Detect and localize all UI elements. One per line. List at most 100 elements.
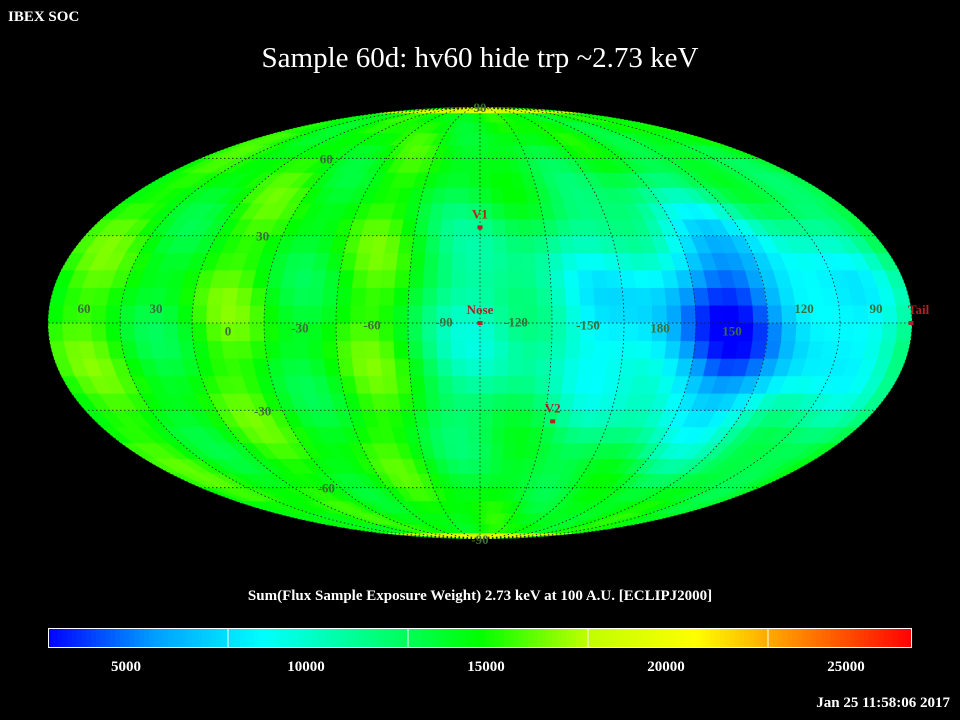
heatmap-cell (608, 304, 625, 324)
colorbar-segment (408, 628, 414, 648)
heatmap-cell (491, 426, 506, 444)
colorbar-segment (134, 628, 140, 648)
colorbar-segment (897, 628, 903, 648)
heatmap-cell (321, 340, 339, 359)
heatmap-cell (465, 322, 481, 342)
colorbar-frame (48, 628, 912, 648)
heatmap-cell (519, 392, 535, 411)
map-title: Sample 60d: hv60 hide trp ~2.73 keV (261, 42, 699, 74)
colorbar-segment (854, 628, 860, 648)
colorbar-segment (484, 628, 491, 648)
heatmap-cell (519, 235, 535, 253)
heatmap-cell (379, 340, 396, 359)
colorbar-segment (566, 628, 572, 648)
colorbar-segment (523, 628, 529, 648)
heatmap-cell (458, 158, 472, 173)
colorbar-segment (590, 628, 596, 648)
heatmap-cell (470, 144, 481, 159)
heatmap-cell (678, 287, 696, 306)
soc-label: IBEX SOC (8, 9, 80, 25)
colorbar-segment (369, 628, 375, 648)
heatmap-cell (397, 235, 415, 253)
colorbar-segment (830, 628, 836, 648)
colorbar-segment (571, 628, 577, 648)
heatmap-cell (429, 202, 445, 220)
heatmap-cell (694, 304, 711, 324)
heatmap-cell (364, 287, 381, 306)
colorbar-segment (902, 628, 908, 648)
heatmap-cell (250, 287, 268, 306)
latitude-label: 60 (320, 151, 333, 166)
heatmap-cell (852, 304, 870, 324)
heatmap-cell (323, 358, 341, 377)
heatmap-cell (579, 340, 596, 359)
colorbar-segment (398, 628, 404, 648)
heatmap-cell (490, 187, 505, 204)
colorbar-segment (441, 628, 447, 648)
heatmap-cell (351, 269, 369, 288)
heatmap-cell (454, 426, 469, 444)
heatmap-cell (522, 287, 538, 306)
heatmap-cell (479, 375, 495, 394)
colorbar-segment (307, 628, 313, 648)
latitude-label: -90 (471, 532, 488, 547)
heatmap-cell (536, 287, 553, 306)
colorbar-segment (604, 628, 611, 648)
colorbar-segment (201, 628, 207, 648)
colorbar-segment (758, 628, 764, 648)
colorbar-segment (796, 628, 803, 648)
heatmap-cell (635, 287, 653, 306)
longitude-line (479, 107, 553, 539)
heatmap-cell (680, 304, 697, 324)
heatmap-cell (411, 235, 428, 253)
heatmap-cell (378, 322, 395, 342)
colorbar-segment (700, 628, 707, 648)
colorbar-segment (643, 628, 649, 648)
colorbar-segment (729, 628, 735, 648)
heatmap-cell (723, 304, 740, 324)
heatmap-cell (561, 252, 579, 271)
colorbar-segment (676, 628, 683, 648)
heatmap-cell (350, 340, 367, 359)
heatmap-cell (306, 322, 323, 342)
colorbar-segment (470, 628, 476, 648)
colorbar-segment (384, 628, 390, 648)
heatmap-cell (422, 358, 439, 377)
colorbar-segment (667, 628, 673, 648)
marker-dot (477, 225, 483, 230)
heatmap-cell (395, 252, 413, 271)
heatmap-cell (437, 375, 454, 394)
heatmap-cell (534, 252, 551, 271)
heatmap-cell (468, 172, 481, 188)
heatmap-cell (593, 340, 610, 359)
heatmap-cell (451, 358, 467, 377)
heatmap-cell (381, 252, 399, 271)
colorbar-segment (580, 628, 587, 648)
heatmap-cell (564, 340, 581, 359)
colorbar-segment (744, 628, 750, 648)
heatmap-cell (706, 287, 725, 306)
heatmap-cell (867, 322, 884, 342)
heatmap-cell (547, 375, 565, 394)
heatmap-cell (380, 269, 397, 288)
longitude-label: 90 (870, 301, 883, 316)
colorbar-segment (537, 628, 543, 648)
heatmap-cell (607, 287, 624, 306)
heatmap-cell (450, 287, 467, 306)
heatmap-cell (350, 287, 367, 306)
heatmap-cell (623, 322, 639, 342)
colorbar-segment (576, 628, 582, 648)
heatmap-cell (466, 392, 481, 411)
colorbar-segment (374, 628, 380, 648)
colorbar-segment (388, 628, 395, 648)
colorbar-segment (460, 628, 467, 648)
colorbar-segment (364, 628, 371, 648)
heatmap-cell (479, 144, 490, 159)
heatmap-cell (678, 340, 696, 359)
colorbar-segment (292, 628, 299, 648)
marker-label: V1 (472, 206, 488, 221)
heatmap-cell (521, 269, 538, 288)
colorbar-segment (883, 628, 889, 648)
heatmap-cell (443, 187, 458, 204)
